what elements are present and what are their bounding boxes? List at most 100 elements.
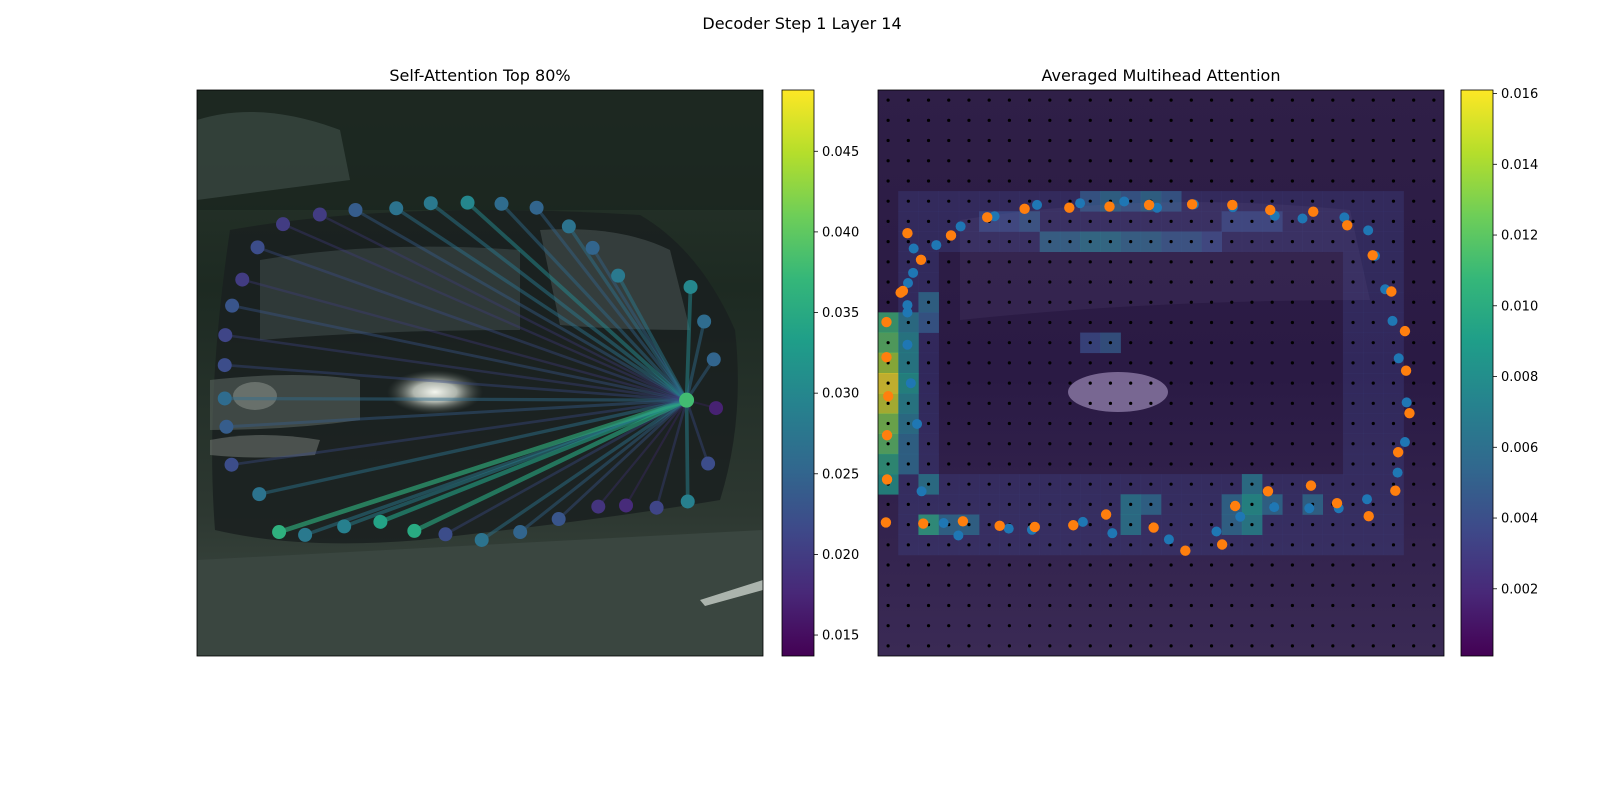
- grid-dot: [906, 320, 910, 325]
- grid-dot: [1048, 361, 1052, 365]
- self-attention-background-photo: [197, 90, 763, 656]
- attention-edge: [684, 398, 690, 504]
- grid-dot: [1189, 179, 1193, 183]
- grid-dot: [1028, 502, 1032, 506]
- grid-dot: [1412, 219, 1416, 223]
- grid-dot: [1088, 603, 1092, 608]
- grid-dot: [1108, 300, 1113, 304]
- grid-dot: [1432, 341, 1436, 345]
- ground-truth-point: [881, 316, 892, 328]
- grid-dot: [886, 442, 890, 446]
- grid-dot: [1209, 381, 1214, 385]
- grid-dot: [1209, 219, 1214, 223]
- grid-dot: [1432, 462, 1436, 466]
- grid-dot: [1412, 462, 1416, 466]
- grid-dot: [1088, 583, 1092, 587]
- ground-truth-point: [1186, 199, 1198, 210]
- grid-dot: [1169, 219, 1173, 223]
- grid-dot: [886, 159, 890, 163]
- grid-dot: [906, 583, 910, 587]
- attention-edge: [499, 202, 689, 402]
- grid-dot: [1129, 442, 1133, 446]
- grid-dot: [1432, 563, 1436, 567]
- grid-dot: [1108, 98, 1113, 102]
- grid-dot: [906, 644, 910, 648]
- grid-dot: [1028, 159, 1032, 163]
- grid-dot: [1351, 98, 1355, 102]
- predicted-point: [1393, 353, 1404, 364]
- grid-dot: [1331, 381, 1335, 385]
- ground-truth-point: [1305, 480, 1317, 491]
- grid-dot: [1290, 523, 1294, 527]
- grid-dot: [987, 502, 991, 506]
- grid-dot: [1129, 240, 1133, 244]
- colorbar-tick-label: 0.035: [822, 306, 859, 321]
- grid-dot: [1209, 543, 1214, 547]
- colorbar-tick-label: 0.025: [822, 467, 859, 482]
- grid-dot: [1189, 361, 1193, 365]
- grid-dot: [1290, 563, 1294, 567]
- grid-dot: [1088, 138, 1092, 143]
- grid-dot: [1088, 523, 1092, 527]
- grid-dot: [1007, 98, 1011, 102]
- grid-dot: [1189, 401, 1193, 405]
- grid-dot: [1290, 320, 1294, 325]
- attention-node: [706, 352, 721, 367]
- grid-dot: [1149, 421, 1153, 426]
- grid-dot: [1412, 502, 1416, 506]
- grid-dot: [1007, 341, 1011, 345]
- grid-dot: [1311, 603, 1315, 608]
- grid-dot: [1048, 543, 1052, 547]
- ground-truth-point: [1229, 500, 1241, 512]
- grid-dot: [1290, 603, 1294, 608]
- grid-dot: [1351, 482, 1355, 486]
- grid-dot: [1331, 300, 1335, 304]
- grid-dot: [1371, 523, 1375, 527]
- ground-truth-point: [1404, 407, 1415, 419]
- grid-dot: [1230, 442, 1234, 446]
- grid-dot: [886, 603, 890, 608]
- grid-dot: [1068, 603, 1072, 608]
- grid-dot: [886, 199, 890, 203]
- grid-dot: [886, 240, 890, 244]
- grid-dot: [1371, 401, 1375, 405]
- predicted-point: [908, 243, 919, 254]
- grid-dot: [906, 219, 910, 223]
- grid-dot: [947, 442, 951, 446]
- grid-dot: [1432, 300, 1436, 304]
- grid-dot: [1028, 240, 1032, 244]
- grid-dot: [1129, 361, 1133, 365]
- grid-dot: [1048, 320, 1052, 325]
- ground-truth-point: [1400, 365, 1412, 376]
- grid-dot: [1007, 118, 1011, 122]
- grid-dot: [1088, 442, 1092, 446]
- predicted-point: [1363, 225, 1374, 236]
- grid-dot: [1412, 240, 1416, 244]
- grid-dot: [906, 563, 910, 567]
- grid-dot: [1189, 482, 1193, 486]
- grid-dot: [1007, 280, 1011, 284]
- grid-dot: [1149, 138, 1153, 143]
- grid-dot: [1270, 462, 1274, 466]
- grid-dot: [1048, 341, 1052, 345]
- grid-dot: [1108, 442, 1113, 446]
- ground-truth-point: [994, 520, 1005, 532]
- grid-dot: [1149, 462, 1153, 466]
- grid-dot: [967, 401, 971, 405]
- grid-dot: [1169, 300, 1173, 304]
- grid-dot: [1432, 280, 1436, 284]
- grid-dot: [1028, 583, 1032, 587]
- attention-node: [276, 217, 291, 232]
- grid-dot: [1209, 260, 1214, 264]
- ground-truth-point: [1262, 486, 1274, 497]
- averaged-attention-frame: [877, 89, 1445, 657]
- grid-dot: [1432, 583, 1436, 587]
- grid-dot: [886, 381, 890, 385]
- grid-dot: [1007, 260, 1011, 264]
- grid-dot: [1230, 320, 1234, 325]
- grid-dot: [906, 159, 910, 163]
- grid-dot: [1068, 563, 1072, 567]
- grid-dot: [1371, 159, 1375, 163]
- grid-dot: [1371, 219, 1375, 223]
